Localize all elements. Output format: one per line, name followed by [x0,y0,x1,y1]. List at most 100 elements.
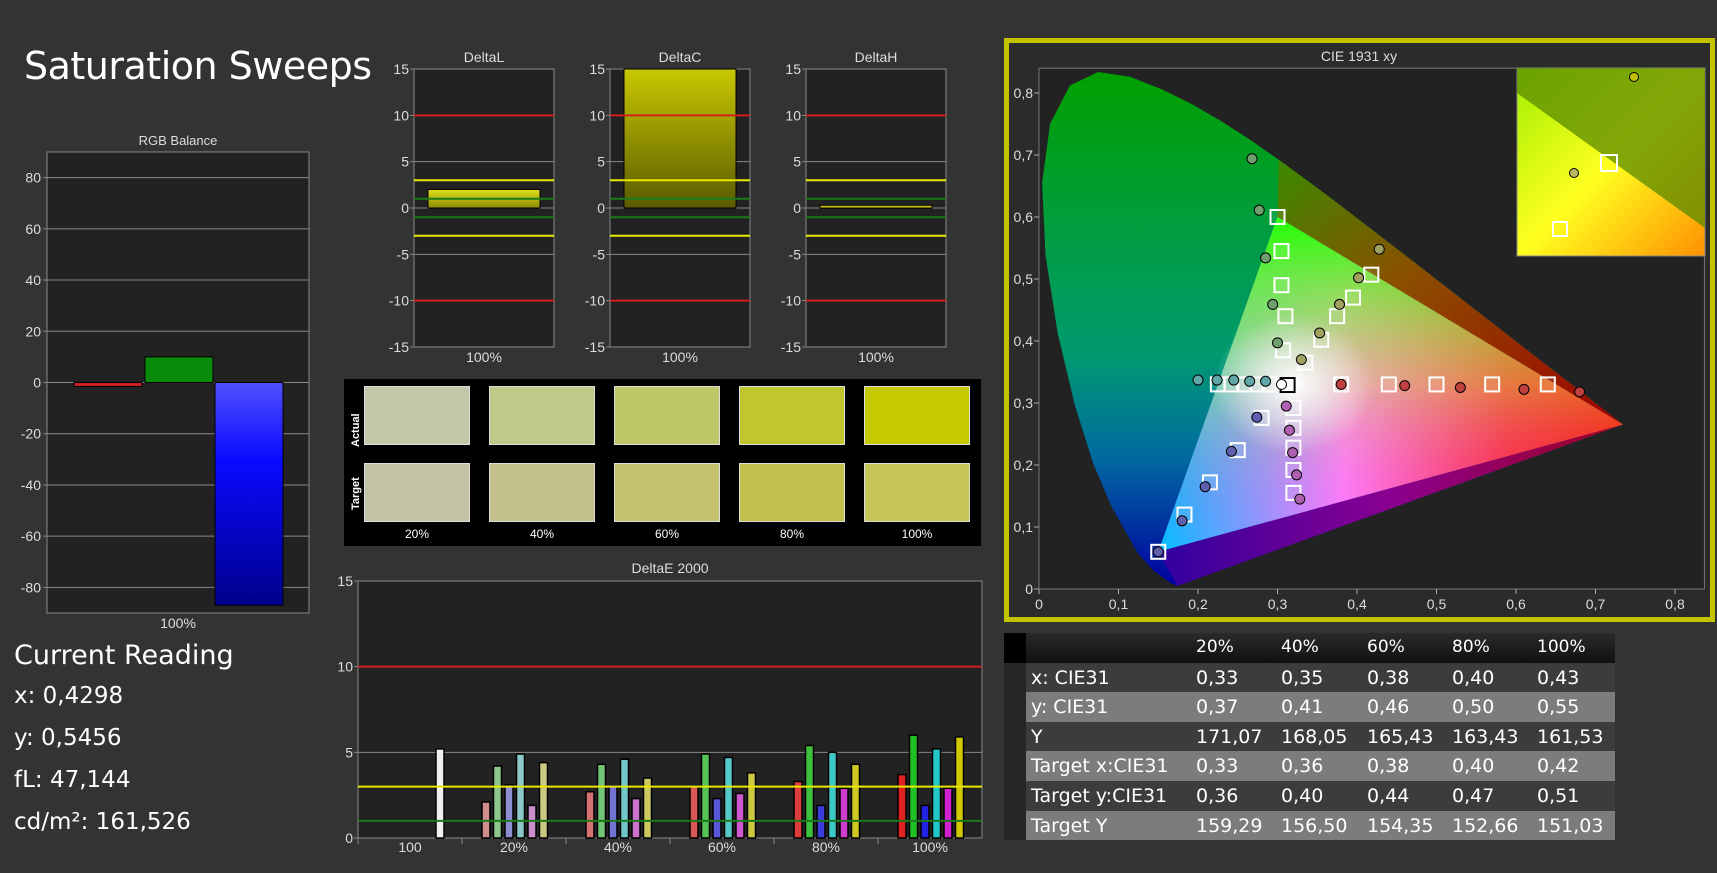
row-strip [1004,692,1026,722]
bar [897,773,907,839]
table-row: y: CIE31 0,37 0,41 0,46 0,50 0,55 [1004,692,1615,722]
y-tick-label: -80 [21,579,41,595]
cell: 0,46 [1367,696,1410,719]
cell: 0,55 [1537,696,1580,719]
actual-swatch [864,386,970,445]
y-tick-label: 5 [793,154,801,170]
bar [689,785,699,839]
current-reading-title: Current Reading [14,640,234,671]
bar [492,765,503,839]
table-row: Target Y 159,29 156,50 154,35 152,66 151,03 [1004,810,1615,841]
target-swatch [739,463,845,522]
y-tick-label: 0 [1025,581,1033,597]
target-marker [1428,376,1445,393]
cell: 0,37 [1196,696,1239,719]
bar [723,756,734,839]
target-swatch [489,463,595,522]
y-tick-label: 60 [25,221,41,237]
measured-marker [1260,375,1272,387]
x-tick-label: 100% [160,615,196,631]
target-marker [1539,376,1556,393]
inset-target-marker [1600,154,1618,172]
cell: 0,36 [1196,784,1239,807]
row-strip [1004,810,1026,841]
y-tick-label: 5 [401,154,409,170]
measurement-table: 20% 40% 60% 80% 100% x: CIE31 0,33 0,35 0,38 0,40… [1004,633,1615,841]
plot-area [357,580,983,839]
measured-marker [1267,298,1279,310]
row-label: y: CIE31 [1031,696,1109,719]
x-tick-label: 0,3 [1268,596,1288,612]
row-label: Y [1031,725,1043,748]
chart-title: RGB Balance [139,133,218,148]
bar [746,772,757,839]
x-tick-label: 100% [662,349,698,365]
bar-blue [214,382,284,606]
cell: 20% [1196,637,1234,657]
cell: 151,03 [1537,814,1604,837]
x-tick-label: 60% [708,839,736,855]
bar-green [144,356,214,383]
measured-marker [1314,327,1326,339]
y-tick-label: 0 [597,200,605,216]
actual-swatch [614,386,720,445]
cell: 0,33 [1196,755,1239,778]
bar [943,787,953,839]
actual-swatch [739,386,845,445]
measured-marker [1353,272,1365,284]
bar [850,763,861,839]
y-tick-label: -5 [397,246,410,262]
cell: 0,51 [1537,784,1580,807]
bar [585,790,595,839]
x-tick-label: 0,1 [1109,596,1129,612]
reading-y: y: 0,5456 [14,725,122,751]
cell: 0,43 [1537,666,1580,689]
cell: 161,53 [1537,725,1604,748]
target-marker [1273,277,1290,294]
bar [608,785,618,839]
x-tick-label: 0,6 [1506,596,1526,612]
y-tick-label: 0 [793,200,801,216]
target-marker [1273,243,1290,260]
swatch-label: 60% [654,527,680,541]
actual-row-label: Actual [350,413,362,447]
bar [931,748,942,839]
measured-marker [1192,374,1204,386]
target-marker [1363,266,1380,283]
row-strip [1004,751,1026,781]
x-tick-label: 40% [604,839,632,855]
y-tick-label: 0 [345,830,353,846]
y-tick-label: -10 [389,293,409,309]
measured-marker [1399,380,1411,392]
x-tick-label: 100% [912,839,948,855]
measured-marker [1246,153,1258,165]
y-tick-label: 15 [785,61,801,77]
target-marker [1380,376,1397,393]
cell: 0,42 [1537,755,1580,778]
table-header: 20% 40% 60% 80% 100% [1004,633,1615,663]
y-tick-label: -15 [585,339,605,355]
measured-marker [1199,481,1211,493]
row-strip [1004,633,1026,663]
measured-marker [1253,204,1265,216]
cell: 0,38 [1367,755,1410,778]
y-tick-label: 15 [393,61,409,77]
cell: 168,05 [1281,725,1348,748]
reading-fl: fL: 47,144 [14,767,131,793]
measured-marker [1294,493,1306,505]
y-tick-label: 15 [589,61,605,77]
chart-title: DeltaL [464,49,505,65]
chart-title: DeltaH [855,49,898,65]
cell: 165,43 [1367,725,1434,748]
color-swatches-panel: Actual Target 20% 40% 60% 80% 100% [344,379,981,546]
measured-marker [1272,337,1283,349]
cell: 163,43 [1452,725,1519,748]
y-tick-label: 0,3 [1014,395,1034,411]
row-label: Target y:CIE31 [1031,784,1168,807]
reading-cdm2: cd/m²: 161,526 [14,809,191,835]
outer-gamut-right [1277,159,1624,425]
actual-swatch [489,386,595,445]
bar [515,753,526,839]
y-tick-label: -20 [21,426,41,442]
chart-title: CIE 1931 xy [1321,48,1397,64]
